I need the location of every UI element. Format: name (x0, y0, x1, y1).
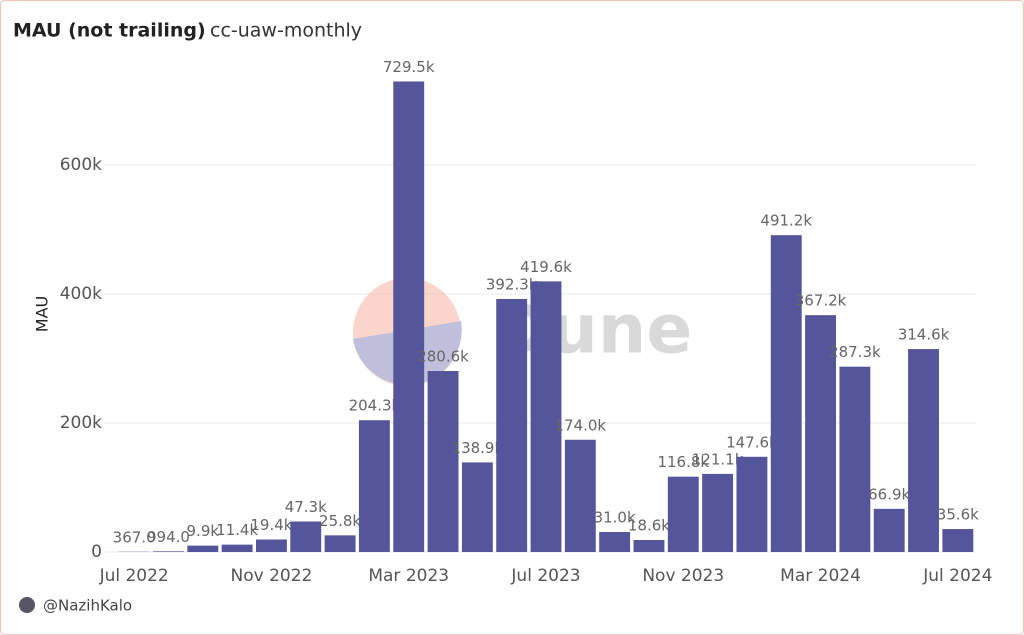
bar (942, 529, 974, 552)
data-label: 287.3k (829, 343, 881, 361)
author: @NazihKalo (43, 597, 132, 615)
data-label: 147.6k (726, 433, 778, 451)
chart-subtitle: cc-uaw-monthly (210, 20, 362, 42)
data-label: 18.6k (628, 517, 670, 535)
chart-title: MAU (not trailing) (13, 20, 206, 42)
data-label: 994.0 (147, 528, 190, 546)
x-tick-label: Jul 2022 (99, 566, 169, 586)
data-label: 31.0k (594, 509, 636, 527)
data-label: 729.5k (383, 58, 435, 76)
bar (805, 315, 837, 552)
bar (702, 473, 734, 552)
bar (667, 476, 699, 552)
data-label: 19.4k (250, 516, 292, 534)
x-tick-label: Mar 2024 (780, 566, 861, 586)
bar (633, 540, 665, 552)
bar (221, 544, 253, 552)
data-label: 314.6k (898, 326, 950, 344)
x-tick-label: Mar 2023 (368, 566, 449, 586)
data-label: 66.9k (868, 485, 910, 503)
x-tick-label: Jul 2024 (922, 566, 992, 586)
data-label: 367.0 (113, 528, 156, 546)
y-tick-label: 600k (60, 155, 102, 175)
data-label: 392.3k (486, 275, 538, 293)
y-tick-label: 400k (60, 284, 102, 304)
bar (324, 535, 356, 552)
bar (358, 420, 390, 552)
data-label: 9.9k (187, 522, 220, 540)
bar (153, 551, 184, 552)
bar (427, 371, 459, 552)
bar (873, 508, 905, 552)
data-label: 204.3k (349, 397, 401, 415)
data-label: 367.2k (795, 292, 847, 310)
bar (908, 349, 939, 552)
bar (564, 439, 596, 552)
data-label: 35.6k (937, 506, 979, 524)
data-label: 174.0k (554, 416, 606, 434)
data-label: 47.3k (285, 498, 327, 516)
bar (496, 298, 528, 552)
bar (599, 532, 631, 552)
y-tick-label: 200k (60, 413, 102, 433)
y-axis-label: MAU (33, 296, 52, 332)
x-tick-label: Nov 2022 (231, 566, 313, 586)
data-label: 419.6k (520, 258, 572, 276)
y-tick-label: 0 (91, 542, 102, 562)
avatar (19, 597, 35, 613)
bar (839, 366, 871, 552)
data-label: 121.1k (692, 450, 744, 468)
bar (187, 545, 219, 552)
data-label: 116.8k (657, 453, 709, 471)
bar (290, 521, 322, 552)
bar (736, 456, 768, 552)
bar (461, 462, 493, 552)
x-tick-label: Nov 2023 (642, 566, 724, 586)
bar (255, 539, 287, 552)
data-label: 25.8k (319, 512, 361, 530)
data-label: 11.4k (216, 521, 258, 539)
data-label: 280.6k (417, 348, 469, 366)
bar (770, 235, 802, 552)
bar (530, 281, 562, 552)
data-label: 491.2k (760, 212, 812, 230)
data-label: 138.9k (452, 439, 504, 457)
bar (393, 81, 425, 552)
x-tick-label: Jul 2023 (510, 566, 580, 586)
